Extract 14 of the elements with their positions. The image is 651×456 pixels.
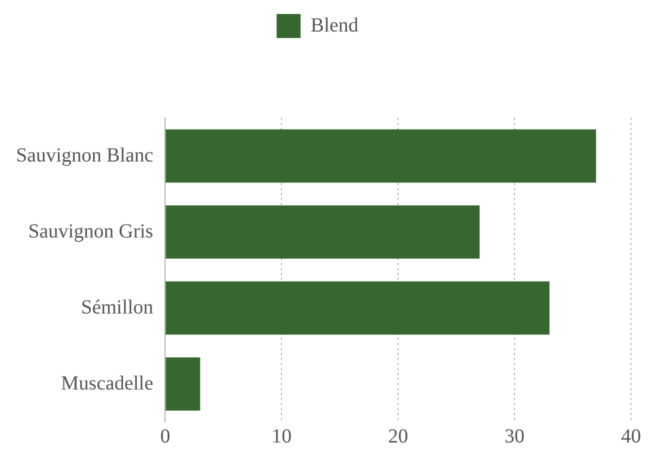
y-tick-label: Sémillon <box>80 296 154 318</box>
y-tick-label: Muscadelle <box>61 372 154 394</box>
x-tick-label: 0 <box>160 425 170 448</box>
legend-label: Blend <box>310 14 358 36</box>
x-tick-label: 40 <box>621 425 641 448</box>
x-tick-label: 10 <box>272 425 292 448</box>
bar <box>166 205 480 259</box>
y-tick-label: Sauvignon Gris <box>28 220 154 242</box>
bar <box>166 129 596 183</box>
x-tick-label: 20 <box>388 425 408 448</box>
bar <box>166 281 550 335</box>
x-tick-label: 30 <box>504 425 525 448</box>
bar <box>166 357 200 411</box>
y-tick-label: Sauvignon Blanc <box>16 144 154 166</box>
